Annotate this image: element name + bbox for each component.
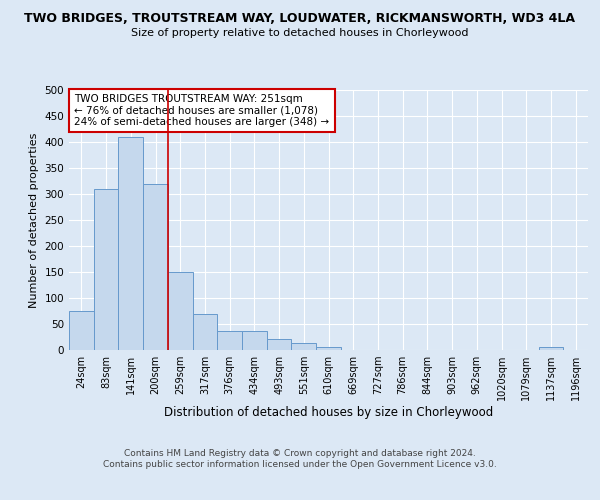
Text: Contains HM Land Registry data © Crown copyright and database right 2024.: Contains HM Land Registry data © Crown c… xyxy=(124,448,476,458)
Bar xyxy=(217,332,242,350)
Bar xyxy=(168,272,193,350)
Text: TWO BRIDGES, TROUTSTREAM WAY, LOUDWATER, RICKMANSWORTH, WD3 4LA: TWO BRIDGES, TROUTSTREAM WAY, LOUDWATER,… xyxy=(25,12,575,26)
Bar xyxy=(143,184,168,350)
Text: TWO BRIDGES TROUTSTREAM WAY: 251sqm
← 76% of detached houses are smaller (1,078): TWO BRIDGES TROUTSTREAM WAY: 251sqm ← 76… xyxy=(74,94,329,127)
Y-axis label: Number of detached properties: Number of detached properties xyxy=(29,132,39,308)
X-axis label: Distribution of detached houses by size in Chorleywood: Distribution of detached houses by size … xyxy=(164,406,493,419)
Bar xyxy=(118,137,143,350)
Bar xyxy=(94,189,118,350)
Bar xyxy=(267,338,292,350)
Text: Size of property relative to detached houses in Chorleywood: Size of property relative to detached ho… xyxy=(131,28,469,38)
Bar xyxy=(292,342,316,350)
Bar xyxy=(242,332,267,350)
Bar xyxy=(539,348,563,350)
Text: Contains public sector information licensed under the Open Government Licence v3: Contains public sector information licen… xyxy=(103,460,497,469)
Bar xyxy=(316,347,341,350)
Bar xyxy=(69,311,94,350)
Bar xyxy=(193,314,217,350)
